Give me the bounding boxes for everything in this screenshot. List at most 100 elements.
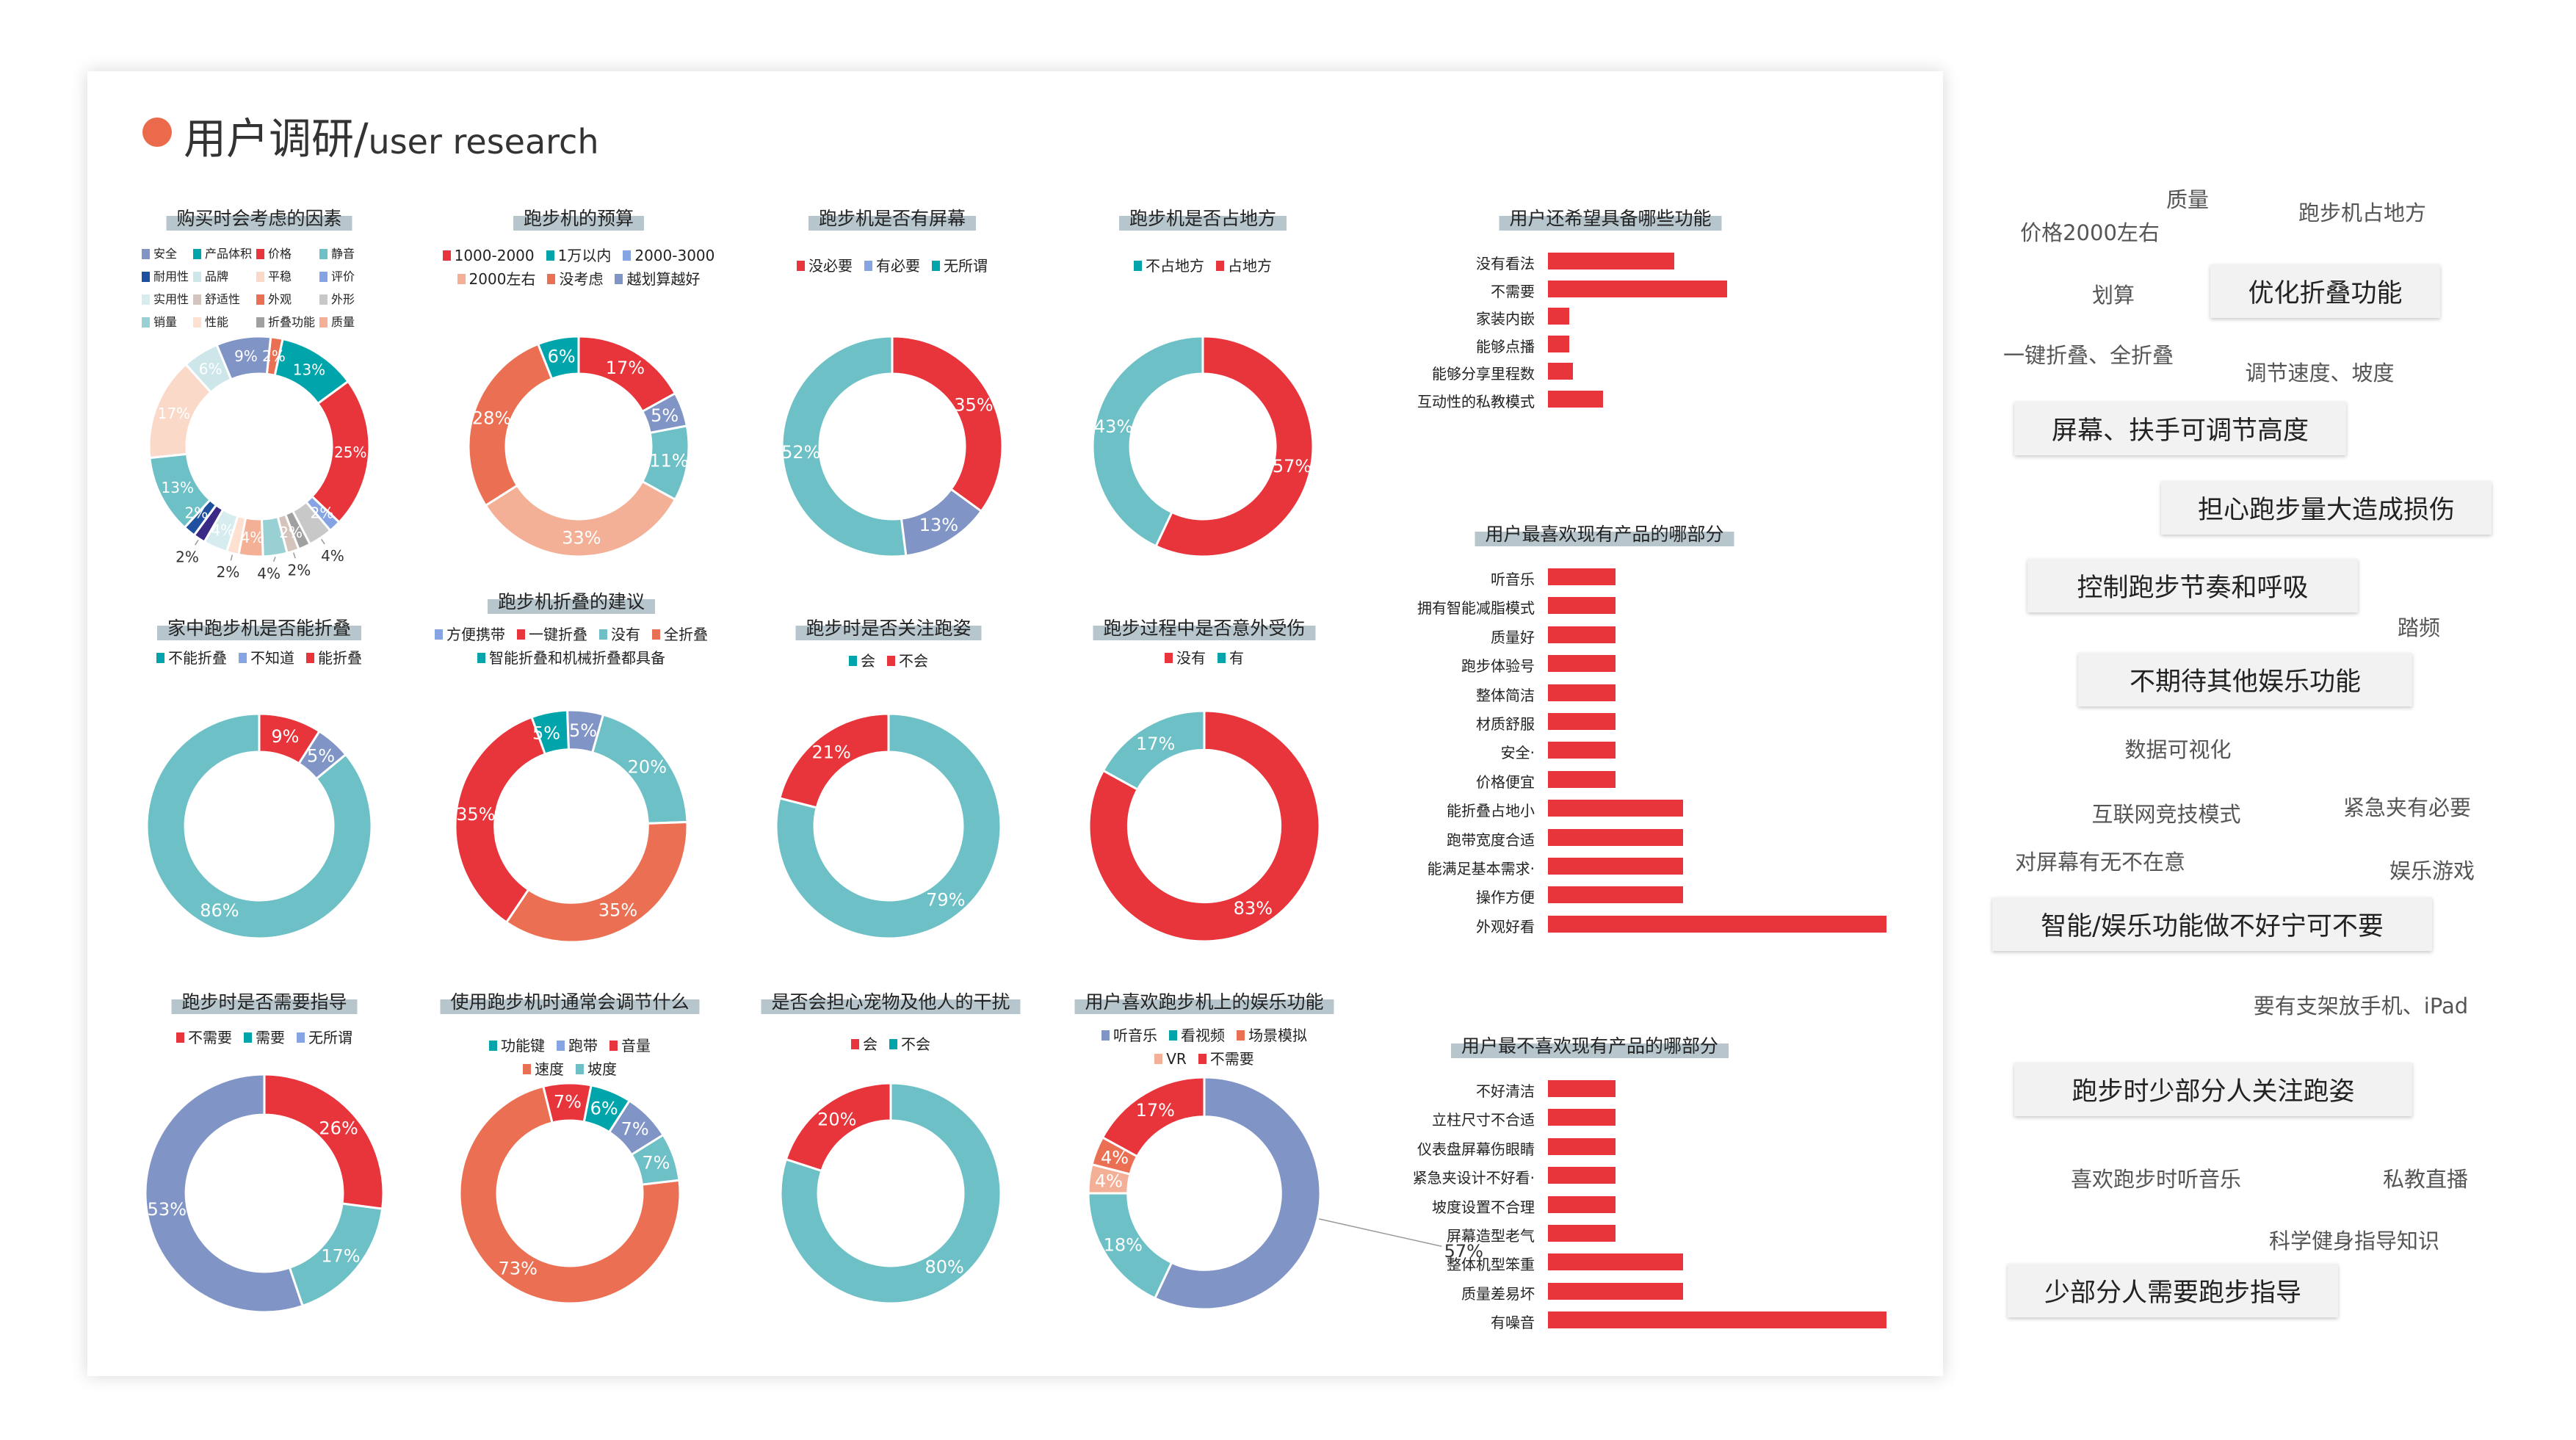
donut-chart: 17% 5% 11% 33% 28% 6%	[467, 335, 690, 558]
donut-slice	[263, 1073, 385, 1210]
donut-chart: 2%13%25%2%4%2%2%4%4%2%4%2%2%13%17%6%9%	[148, 335, 371, 582]
bar	[1548, 280, 1727, 297]
legend-label: VR	[1166, 1050, 1187, 1068]
bar	[1548, 363, 1574, 380]
bar	[1548, 308, 1569, 325]
legend-label: 舒适性	[205, 292, 241, 306]
donut-slice	[145, 712, 373, 940]
slice-label: 83%	[1234, 898, 1273, 919]
legend-label: 价格	[268, 247, 292, 261]
slice-label: 35%	[598, 900, 637, 921]
legend-swatch	[142, 316, 150, 328]
legend-item: 不占地方	[1134, 254, 1204, 278]
legend-item: 外形	[319, 288, 355, 311]
slice-label: 21%	[811, 742, 850, 763]
legend-label: 全折叠	[664, 626, 708, 643]
slice-label: 6%	[590, 1099, 618, 1119]
bar-category-label: 外观好看	[1476, 917, 1535, 936]
slice-label: 35%	[954, 394, 993, 415]
legend-swatch	[489, 1041, 497, 1051]
legend-label: 智能折叠和机械折叠都具备	[489, 649, 665, 667]
legend-label: 听音乐	[1113, 1027, 1157, 1044]
legend-swatch	[319, 294, 328, 305]
bar-category-label: 跑步体验号	[1461, 657, 1535, 676]
legend-item: 有必要	[864, 254, 920, 278]
legend-item: 不会	[887, 649, 928, 673]
title-en: user research	[368, 122, 599, 162]
legend-swatch	[435, 629, 443, 640]
legend-label: 1万以内	[557, 247, 612, 264]
legend-item: 平稳	[256, 265, 315, 288]
chart-legend: 不需要 需要 无所谓	[147, 1026, 382, 1049]
insight-word: 私教直播	[2382, 1167, 2469, 1192]
bar	[1548, 1195, 1616, 1213]
legend-item: 方便携带	[435, 623, 505, 646]
bar-category-label: 安全·	[1500, 744, 1535, 762]
bar-chart-title: 用户还希望具备哪些功能	[1499, 204, 1722, 231]
legend-label: 一键折叠	[529, 626, 587, 643]
bar-category-label: 拥有智能减脂模式	[1417, 599, 1535, 618]
insight-word: 划算	[2091, 283, 2135, 308]
donut-slice	[1101, 709, 1206, 792]
bar-category-label: 家装内嵌	[1476, 310, 1535, 328]
legend-label: 需要	[256, 1029, 285, 1046]
legend-item: 没考虑	[547, 267, 603, 291]
bar-category-label: 听音乐	[1491, 571, 1535, 588]
legend-item: 1万以内	[546, 244, 612, 267]
legend-item: 占地方	[1216, 254, 1272, 278]
insight-highlight: 控制跑步节奏和呼吸	[2027, 559, 2358, 612]
title-cn: 用户调研/	[184, 114, 369, 164]
legend-label: 不会	[901, 1035, 930, 1053]
legend-item: 质量	[319, 311, 355, 333]
legend-item: VR	[1154, 1047, 1187, 1071]
bar	[1548, 335, 1569, 352]
legend-item: 静音	[319, 242, 355, 265]
donut-slice	[215, 335, 272, 381]
legend-label: 性能	[205, 315, 229, 329]
slice-label: 17%	[1136, 734, 1175, 754]
legend-label: 无所谓	[308, 1029, 352, 1046]
donut-chart: 5% 20% 35% 35% 5%	[454, 709, 689, 944]
legend-swatch	[1198, 1054, 1206, 1064]
legend-label: 2000-3000	[634, 247, 715, 264]
bar-category-label: 互动性的私教模式	[1417, 392, 1535, 410]
insight-highlight: 智能/娱乐功能做不好宁可不要	[1992, 897, 2432, 951]
bar-category-label: 材质舒服	[1476, 715, 1535, 733]
donut-chart: 80% 20%	[779, 1082, 1002, 1305]
legend-swatch	[142, 294, 150, 305]
chart-legend: 1000-2000 1万以内 2000-3000 2000左右 没考虑 越划算越好	[432, 244, 726, 291]
legend-item: 速度	[523, 1057, 564, 1081]
slice-label: 7%	[642, 1153, 670, 1173]
legend-item: 看视频	[1169, 1024, 1225, 1047]
legend-swatch	[306, 653, 314, 663]
slice-label: 17%	[321, 1245, 360, 1266]
legend-item: 不能折叠	[156, 646, 227, 670]
legend-swatch	[477, 653, 485, 663]
slice-label: 4%	[1095, 1171, 1123, 1192]
slice-label: 57%	[1444, 1241, 1483, 1262]
chart-title: 跑步时是否需要指导	[171, 988, 358, 1014]
legend-swatch	[1218, 653, 1226, 663]
legend-swatch	[547, 274, 556, 284]
insight-word: 要有支架放手机、iPad	[2253, 994, 2469, 1019]
slice-label: 33%	[562, 527, 601, 548]
slice-label: 5%	[569, 720, 597, 741]
legend-item: 2000左右	[457, 267, 535, 291]
legend-item: 智能折叠和机械折叠都具备	[477, 646, 665, 670]
donut-slice	[536, 335, 580, 380]
legend-swatch	[1169, 1030, 1177, 1041]
legend-label: 会	[861, 652, 875, 670]
legend-label: 能折叠	[318, 649, 362, 667]
chart-title: 使用跑步机时通常会调节什么	[440, 988, 700, 1014]
bar-category-label: 不好清洁	[1476, 1082, 1535, 1100]
legend-item: 全折叠	[652, 623, 708, 646]
legend-swatch	[319, 248, 328, 259]
slice-label: 17%	[1136, 1100, 1175, 1121]
bar-category-label: 立柱尺寸不合适	[1432, 1111, 1535, 1129]
chart-title: 跑步时是否关注跑姿	[795, 614, 982, 640]
bar	[1548, 1311, 1886, 1329]
slice-label: 2%	[262, 347, 286, 365]
legend-label: 外观	[268, 292, 292, 306]
bar	[1548, 390, 1603, 408]
legend-item: 一键折叠	[517, 623, 587, 646]
